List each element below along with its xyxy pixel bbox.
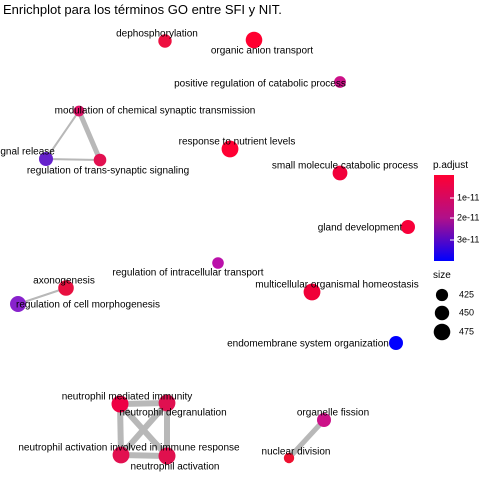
node-positive-regulation-of-catabolic-process (334, 76, 346, 88)
node-regulation-of-trans-synaptic-signaling (93, 153, 107, 167)
node-dephosphorylation (158, 34, 172, 48)
color-legend-tick-label: 2e-11 (457, 212, 479, 222)
edge-signal-release--regulation-of-trans-synaptic-signaling (45, 158, 101, 161)
edge-neutrophil-degranulation--neutrophil-activation-involved-in-immune-response (118, 400, 170, 458)
label-neutrophil-degranulation: neutrophil degranulation (119, 408, 226, 419)
size-legend-circle (434, 305, 450, 321)
label-regulation-of-cell-morphogenesis: regulation of cell morphogenesis (16, 300, 160, 311)
label-small-molecule-catabolic-process: small molecule catabolic process (272, 161, 418, 172)
node-axonogenesis (58, 280, 74, 296)
edge-organelle-fission--nuclear-division (286, 417, 327, 461)
label-axonogenesis: axonogenesis (33, 276, 95, 287)
label-response-to-nutrient-levels: response to nutrient levels (179, 137, 296, 148)
node-small-molecule-catabolic-process (332, 165, 348, 181)
label-signal-release: signal release (0, 147, 55, 158)
edge-neutrophil-mediated-immunity--neutrophil-activation-involved-in-immune-response (117, 401, 124, 458)
label-neutrophil-activation-involved-in-immune-response: neutrophil activation involved in immune… (18, 443, 240, 454)
label-neutrophil-activation: neutrophil activation (131, 462, 220, 473)
chart-title: Enrichplot para los términos GO entre SF… (3, 2, 282, 17)
node-signal-release (39, 152, 53, 166)
label-modulation-of-chemical-synaptic-transmission: modulation of chemical synaptic transmis… (55, 106, 256, 117)
color-legend-bar (434, 175, 454, 261)
size-legend-circle (435, 288, 449, 302)
label-dephosphorylation: dephosphorylation (116, 29, 198, 40)
size-legend-label: 425 (459, 289, 474, 299)
label-endomembrane-system-organization: endomembrane system organization (227, 339, 389, 350)
label-multicellular-organismal-homeostasis: multicellular organismal homeostasis (255, 280, 418, 291)
node-multicellular-organismal-homeostasis (303, 283, 321, 301)
edge-modulation-of-chemical-synaptic-transmission--regulation-of-trans-synaptic-signaling (76, 108, 103, 163)
color-legend-tick-label: 1e-11 (457, 192, 479, 202)
label-regulation-of-trans-synaptic-signaling: regulation of trans-synaptic signaling (27, 166, 189, 177)
node-regulation-of-intracellular-transport (212, 257, 224, 269)
label-organic-anion-transport: organic anion transport (211, 46, 314, 57)
color-legend-title: p.adjust (433, 160, 468, 171)
size-legend-circle (433, 323, 451, 341)
node-neutrophil-mediated-immunity (111, 395, 129, 413)
node-neutrophil-degranulation (158, 394, 176, 412)
label-neutrophil-mediated-immunity: neutrophil mediated immunity (62, 392, 193, 403)
node-nuclear-division (283, 452, 295, 464)
node-modulation-of-chemical-synaptic-transmission (73, 105, 85, 117)
label-positive-regulation-of-catabolic-process: positive regulation of catabolic process (174, 79, 346, 90)
edge-axonogenesis--regulation-of-cell-morphogenesis (17, 287, 67, 305)
node-neutrophil-activation (158, 447, 176, 465)
node-organelle-fission (317, 413, 331, 427)
size-legend-label: 450 (459, 307, 474, 317)
label-organelle-fission: organelle fission (297, 408, 369, 419)
label-regulation-of-intracellular-transport: regulation of intracellular transport (112, 268, 263, 279)
node-neutrophil-activation-involved-in-immune-response (112, 446, 130, 464)
node-regulation-of-cell-morphogenesis (10, 296, 26, 312)
label-gland-development: gland development (318, 223, 403, 234)
node-response-to-nutrient-levels (221, 140, 239, 158)
size-legend-label: 475 (459, 326, 474, 336)
node-endomembrane-system-organization (389, 336, 403, 350)
node-gland-development (401, 220, 415, 234)
node-organic-anion-transport (245, 31, 263, 49)
edge-modulation-of-chemical-synaptic-transmission--signal-release (45, 110, 80, 160)
color-legend-tick-label: 3e-11 (457, 234, 479, 244)
label-nuclear-division: nuclear division (262, 447, 331, 458)
size-legend-title: size (433, 270, 451, 281)
